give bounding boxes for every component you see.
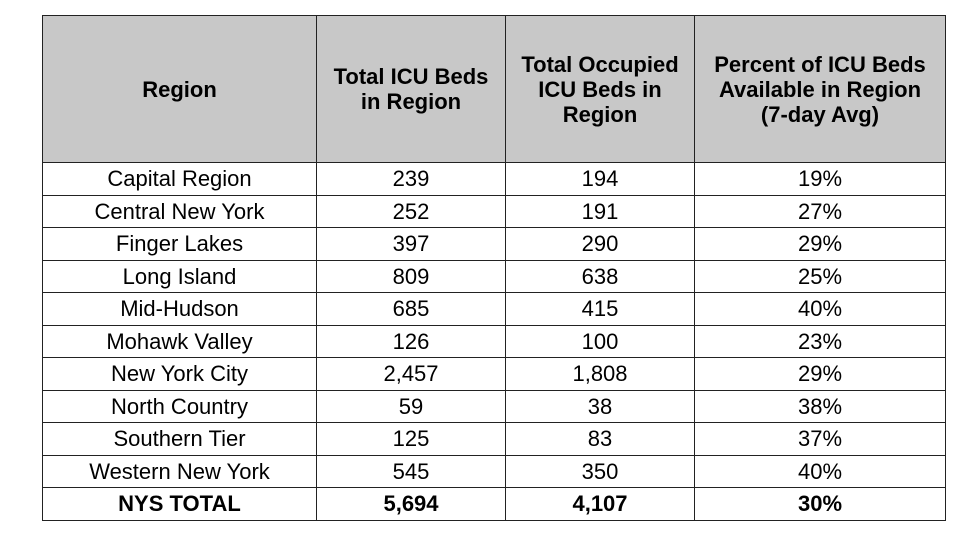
table-cell: 30% [694,487,946,521]
table-cell: 685 [316,292,506,326]
table-row: Western New York 545 350 40% [42,454,946,488]
table-row: Southern Tier 125 83 37% [42,422,946,456]
icu-table: Region Total ICU Beds in Region Total Occu… [42,15,946,521]
table-cell: 40% [694,454,946,488]
table-cell: Western New York [42,454,317,488]
table-cell: 2,457 [316,357,506,391]
table-row: New York City 2,457 1,808 29% [42,357,946,391]
table-row: North Country 59 38 38% [42,389,946,423]
table-cell: 350 [505,454,695,488]
table-cell: 1,808 [505,357,695,391]
table-cell: Mohawk Valley [42,324,317,358]
table-row: Mohawk Valley 126 100 23% [42,324,946,358]
table-cell: 29% [694,357,946,391]
header-cell: Total ICU Beds in Region [316,15,506,163]
header-cell: Total Occupied ICU Beds in Region [505,15,695,163]
table-cell: 38% [694,389,946,423]
table-cell: 239 [316,162,506,196]
table-cell: 194 [505,162,695,196]
table-cell: 252 [316,194,506,228]
table-cell: Long Island [42,259,317,293]
table-cell: 27% [694,194,946,228]
table-cell: 83 [505,422,695,456]
table-cell: Finger Lakes [42,227,317,261]
table-cell: Mid-Hudson [42,292,317,326]
table-row: Central New York 252 191 27% [42,194,946,228]
table-cell: 125 [316,422,506,456]
table-cell: 38 [505,389,695,423]
table-cell: 809 [316,259,506,293]
table-row: Capital Region 239 194 19% [42,162,946,196]
table-row: Mid-Hudson 685 415 40% [42,292,946,326]
table-cell: Southern Tier [42,422,317,456]
table-cell: 4,107 [505,487,695,521]
total: NYS TOTAL 5,694 4,107 30% [42,487,946,521]
table-cell: 126 [316,324,506,358]
table-cell: 100 [505,324,695,358]
table-cell: 29% [694,227,946,261]
table-cell: 23% [694,324,946,358]
table-cell: 415 [505,292,695,326]
table-cell: New York City [42,357,317,391]
table-cell: 545 [316,454,506,488]
header-row: Region Total ICU Beds in Region Total Occu… [42,15,946,163]
table-cell: 191 [505,194,695,228]
table-cell: North Country [42,389,317,423]
table-cell: 397 [316,227,506,261]
table-cell: 59 [316,389,506,423]
header-cell: Region [42,15,317,163]
table-cell: 25% [694,259,946,293]
table-cell: 638 [505,259,695,293]
table-body: Capital Region 239 194 19% Central New York 2… [42,162,946,521]
table-cell: 5,694 [316,487,506,521]
header-cell: Percent of ICU Beds Available in Region … [694,15,946,163]
table-row: Long Island 809 638 25% [42,259,946,293]
table-cell: 40% [694,292,946,326]
table-cell: 19% [694,162,946,196]
table-row: Finger Lakes 397 290 29% [42,227,946,261]
table-cell: 37% [694,422,946,456]
table-cell: Capital Region [42,162,317,196]
table-cell: 290 [505,227,695,261]
table-cell: NYS TOTAL [42,487,317,521]
table-cell: Central New York [42,194,317,228]
